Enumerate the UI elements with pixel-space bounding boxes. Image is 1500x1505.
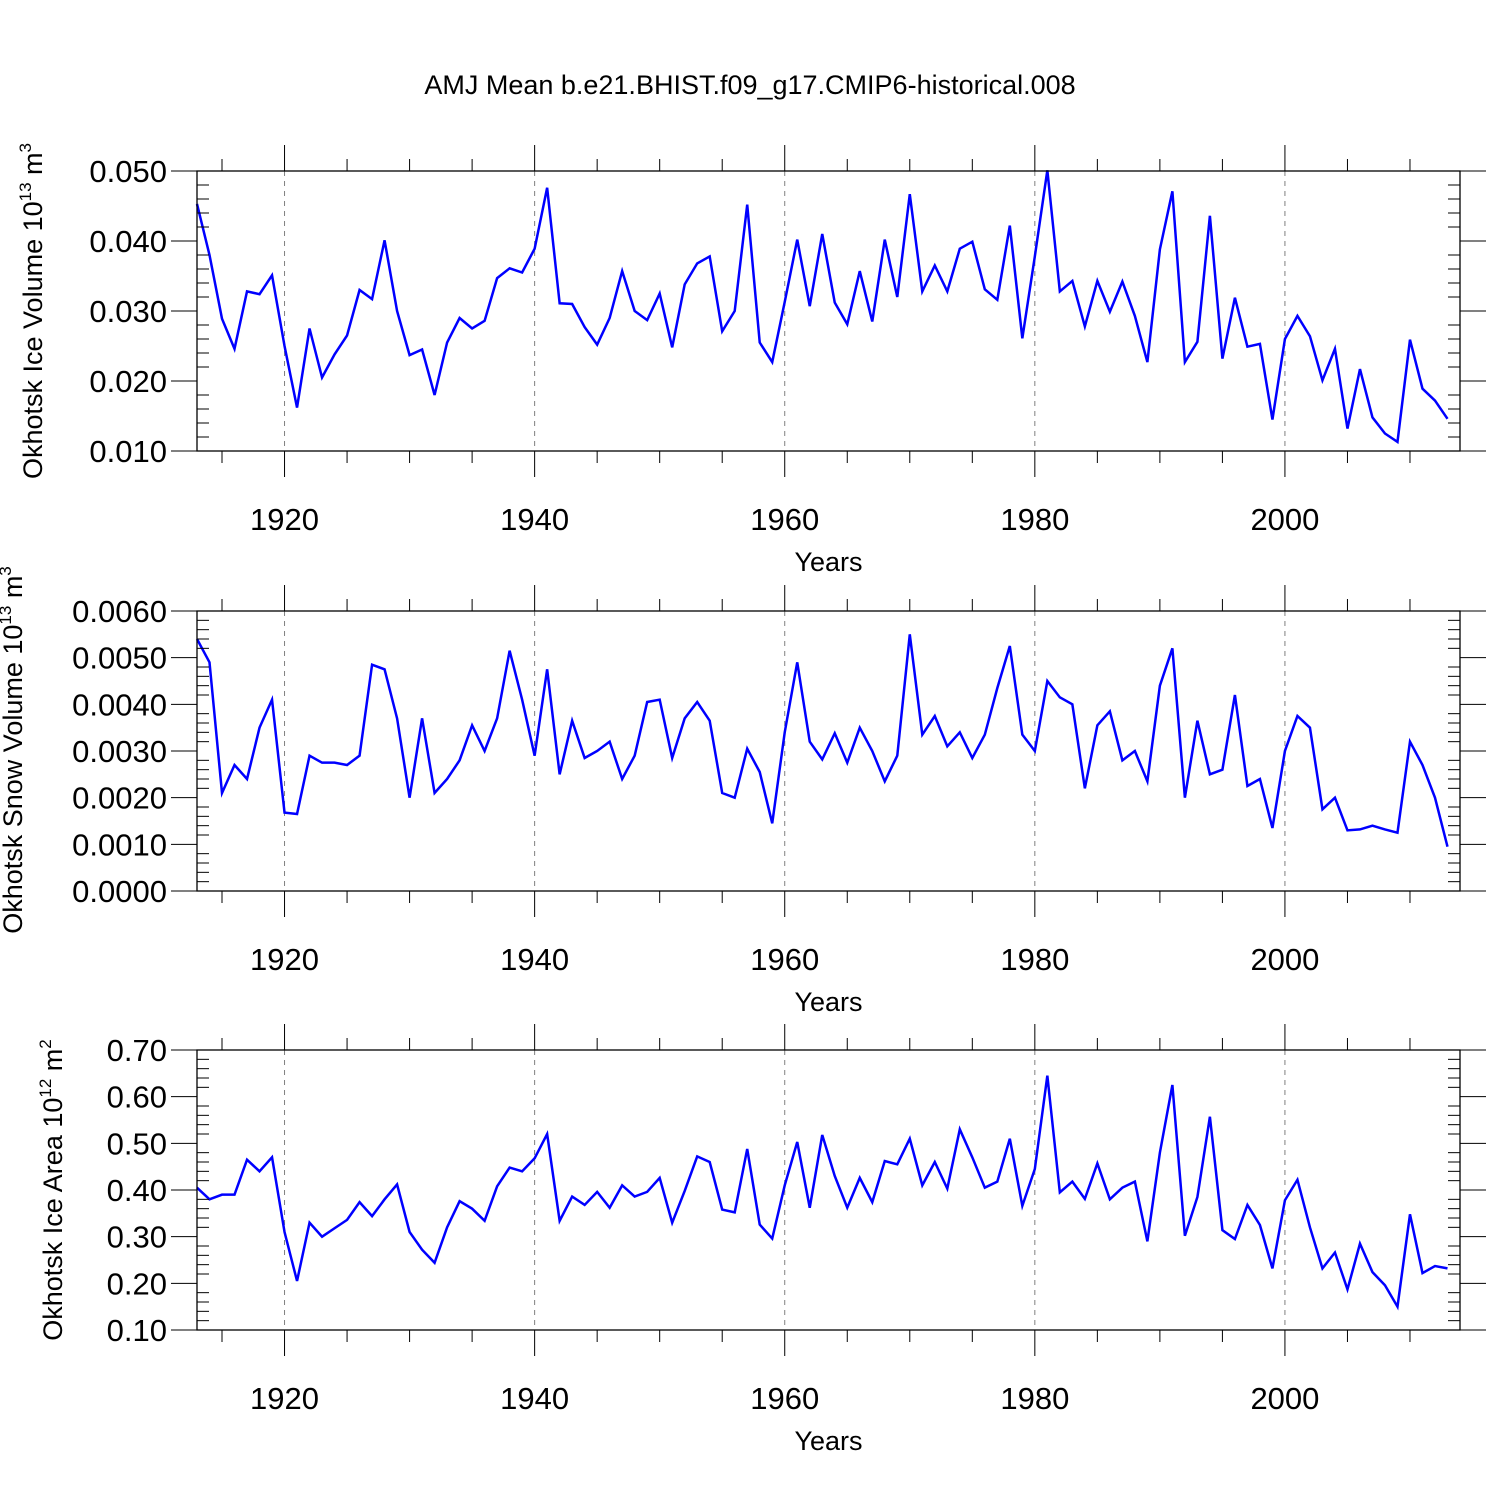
- y-tick-label: 0.20: [107, 1266, 167, 1301]
- y-axis-label-unit-exponent: 3: [0, 566, 15, 575]
- y-axis-label: Okhotsk Snow Volume 1013 m3: [0, 566, 28, 934]
- chart-panel-1: 0.010 0.020 0.030 0.040 0.050 1920 1940 1960 198…: [16, 143, 1486, 577]
- x-tick-label: 1980: [1000, 1381, 1069, 1416]
- y-axis-label-text: Okhotsk Ice Volume 10: [18, 201, 48, 479]
- figure-title: AMJ Mean b.e21.BHIST.f09_g17.CMIP6-histo…: [424, 70, 1075, 100]
- x-tick-label: 1940: [500, 502, 569, 537]
- y-axis-label-exponent: 13: [16, 182, 35, 201]
- y-tick-label: 0.0010: [72, 827, 167, 862]
- y-axis-label: Okhotsk Ice Volume 1013 m3: [16, 143, 48, 479]
- x-axis-label: Years: [794, 547, 862, 577]
- data-line: [195, 170, 1449, 445]
- x-tick-label: 1940: [500, 1381, 569, 1416]
- x-tick-label: 1960: [750, 942, 819, 977]
- y-axis-label-exponent: 13: [0, 606, 15, 625]
- y-axis-label-unit: m: [0, 576, 28, 606]
- x-axis-label: Years: [794, 987, 862, 1017]
- x-axis-label: Years: [794, 1426, 862, 1456]
- y-axis-label-unit: m: [18, 152, 48, 182]
- y-tick-label: 0.30: [107, 1220, 167, 1255]
- y-axis-label-text: Okhotsk Ice Area 10: [38, 1098, 68, 1341]
- y-tick-label: 0.0050: [72, 641, 167, 676]
- y-tick-label: 0.050: [89, 154, 167, 189]
- y-axis-label-unit-exponent: 3: [16, 143, 35, 152]
- y-tick-label: 0.40: [107, 1173, 167, 1208]
- y-tick-label: 0.60: [107, 1080, 167, 1115]
- y-tick-label: 0.0030: [72, 734, 167, 769]
- x-tick-label: 2000: [1250, 1381, 1319, 1416]
- y-tick-label: 0.0000: [72, 874, 167, 909]
- y-tick-label: 0.030: [89, 294, 167, 329]
- y-tick-label: 0.70: [107, 1033, 167, 1068]
- y-tick-label: 0.0020: [72, 781, 167, 816]
- y-tick-label: 0.0040: [72, 687, 167, 722]
- data-line: [196, 1075, 1448, 1311]
- x-tick-label: 1960: [750, 502, 819, 537]
- y-axis-label-unit: m: [38, 1049, 68, 1079]
- y-tick-label: 0.040: [89, 224, 167, 259]
- y-axis-label-exponent: 12: [36, 1079, 55, 1098]
- x-tick-label: 1920: [250, 1381, 319, 1416]
- chart-panel-3: 0.10 0.20 0.30 0.40 0.50 0.60 0.70 1920 1940 1960…: [36, 1024, 1486, 1456]
- y-axis-label: Okhotsk Ice Area 1012 m2: [36, 1039, 68, 1341]
- x-tick-label: 2000: [1250, 502, 1319, 537]
- x-tick-label: 1920: [250, 942, 319, 977]
- x-tick-label: 1980: [1000, 942, 1069, 977]
- chart-panel-2: 0.0000 0.0010 0.0020 0.0030 0.0040 0.0050 0.00…: [0, 566, 1486, 1017]
- x-tick-label: 1920: [250, 502, 319, 537]
- y-tick-label: 0.10: [107, 1313, 167, 1348]
- plot-frame: [196, 1049, 1461, 1331]
- x-tick-label: 1980: [1000, 502, 1069, 537]
- x-tick-label: 2000: [1250, 942, 1319, 977]
- x-tick-label: 1940: [500, 942, 569, 977]
- x-tick-label: 1960: [750, 1381, 819, 1416]
- data-line: [195, 634, 1449, 847]
- plot-frame: [196, 610, 1461, 892]
- y-axis-label-unit-exponent: 2: [36, 1039, 55, 1048]
- y-tick-label: 0.020: [89, 364, 167, 399]
- y-tick-label: 0.50: [107, 1126, 167, 1161]
- y-axis-label-text: Okhotsk Snow Volume 10: [0, 625, 28, 934]
- y-tick-label: 0.010: [89, 434, 167, 469]
- y-tick-label: 0.0060: [72, 594, 167, 629]
